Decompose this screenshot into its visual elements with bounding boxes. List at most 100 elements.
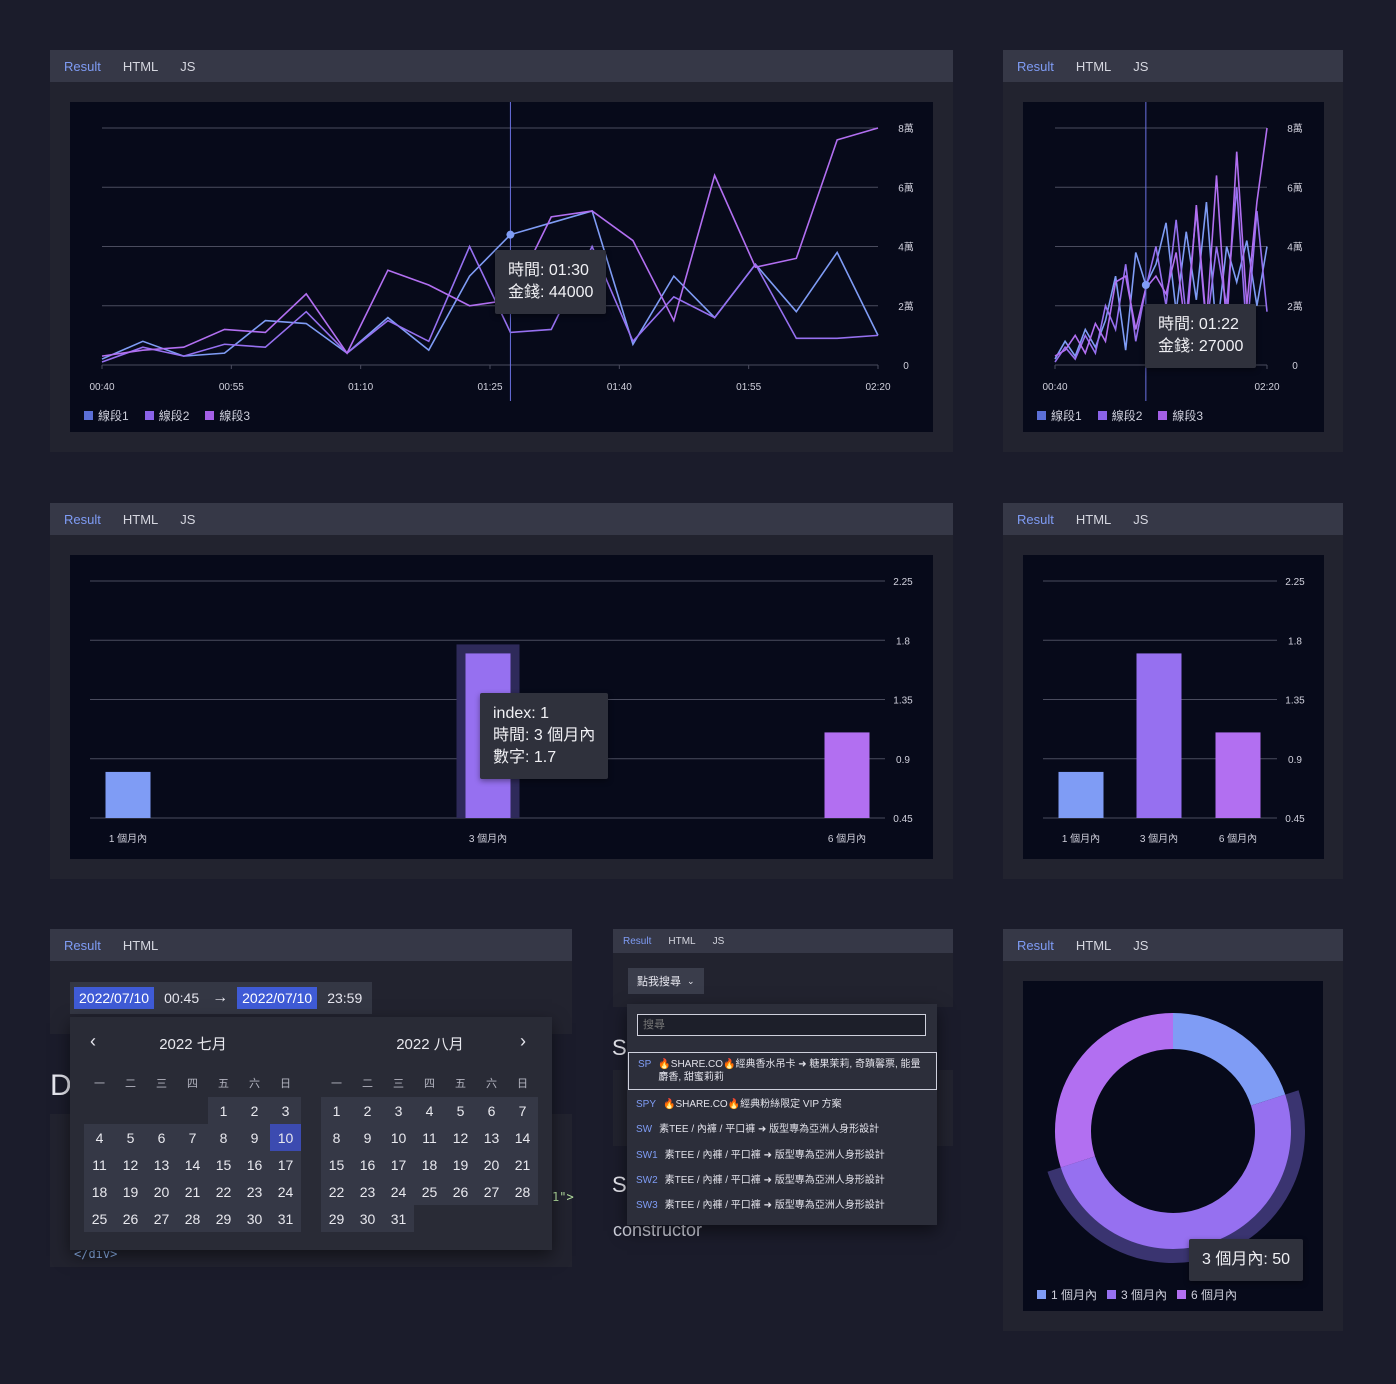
dropdown-option[interactable]: SW3 素TEE / 內褲 / 平口褲 ➜ 版型專為亞洲人身形設計 xyxy=(627,1199,937,1212)
calendar-day[interactable]: 11 xyxy=(414,1124,445,1151)
tab-result[interactable]: Result xyxy=(64,937,101,953)
calendar-day[interactable]: 26 xyxy=(115,1205,146,1232)
tab-js[interactable]: JS xyxy=(1133,511,1149,527)
calendar-day[interactable]: 18 xyxy=(414,1151,445,1178)
calendar-day[interactable]: 22 xyxy=(321,1178,352,1205)
tab-html[interactable]: HTML xyxy=(1075,937,1112,953)
calendar-day[interactable]: 5 xyxy=(115,1124,146,1151)
tab-js[interactable]: JS xyxy=(180,511,196,527)
legend-series-3[interactable]: 線段3 xyxy=(1158,407,1203,424)
tab-js[interactable]: JS xyxy=(712,935,725,947)
calendar-day[interactable]: 8 xyxy=(208,1124,239,1151)
tab-result[interactable]: Result xyxy=(1017,58,1054,74)
search-dropdown-button[interactable]: 點我搜尋 ⌄ xyxy=(628,968,704,994)
calendar-day[interactable]: 3 xyxy=(383,1097,414,1124)
line-chart-large[interactable]: 0 2萬 4萬 6萬 8萬 00:40 00:55 01:10 01:25 01:40 01:55 0… xyxy=(70,102,933,432)
calendar-day[interactable]: 5 xyxy=(445,1097,476,1124)
bar-chart-small[interactable]: 0.45 0.9 1.35 1.8 2.25 1 個月內 3 個月內 6 個月內 xyxy=(1023,555,1324,859)
calendar-day[interactable]: 29 xyxy=(208,1205,239,1232)
dropdown-option[interactable]: SP 🔥SHARE.CO🔥經典香水吊卡 ➜ 糖果茉莉, 奇蹟馨票, 能量麝香, 甜… xyxy=(628,1052,937,1090)
calendar-day[interactable]: 15 xyxy=(208,1151,239,1178)
date-range-input[interactable]: 2022/07/10 00:45 → 2022/07/10 23:59 xyxy=(70,982,373,1014)
calendar-day[interactable]: 23 xyxy=(239,1178,270,1205)
calendar-day[interactable]: 20 xyxy=(476,1151,507,1178)
legend-item[interactable]: 6 個月內 xyxy=(1177,1286,1237,1303)
tab-html[interactable]: HTML xyxy=(122,58,159,74)
calendar-day[interactable]: 9 xyxy=(239,1124,270,1151)
tab-html[interactable]: HTML xyxy=(1075,511,1112,527)
selected-day[interactable]: 10 xyxy=(270,1124,301,1151)
calendar-day[interactable]: 10 xyxy=(383,1124,414,1151)
calendar-day[interactable]: 1 xyxy=(321,1097,352,1124)
calendar-day[interactable]: 31 xyxy=(270,1205,301,1232)
calendar-day[interactable]: 31 xyxy=(383,1205,414,1232)
next-month-icon[interactable]: › xyxy=(520,1031,526,1051)
dropdown-option[interactable]: SW1 素TEE / 內褲 / 平口褲 ➜ 版型專為亞洲人身形設計 xyxy=(627,1149,937,1162)
legend-item[interactable]: 1 個月內 xyxy=(1037,1286,1097,1303)
calendar-day[interactable]: 26 xyxy=(445,1178,476,1205)
calendar-day[interactable]: 14 xyxy=(507,1124,538,1151)
calendar-day[interactable]: 12 xyxy=(115,1151,146,1178)
calendar-day[interactable]: 19 xyxy=(115,1178,146,1205)
tab-result[interactable]: Result xyxy=(1017,511,1054,527)
tab-html[interactable]: HTML xyxy=(122,511,159,527)
line-chart-small[interactable]: 0 2萬 4萬 6萬 8萬 00:40 02:20 xyxy=(1023,102,1324,432)
calendar-day[interactable]: 16 xyxy=(352,1151,383,1178)
dropdown-option[interactable]: SPY 🔥SHARE.CO🔥經典粉絲限定 VIP 方案 xyxy=(627,1098,937,1111)
calendar-day[interactable]: 1 xyxy=(208,1097,239,1124)
calendar-day[interactable]: 30 xyxy=(239,1205,270,1232)
calendar-day[interactable]: 27 xyxy=(146,1205,177,1232)
calendar-day[interactable]: 23 xyxy=(352,1178,383,1205)
calendar-day[interactable]: 27 xyxy=(476,1178,507,1205)
legend-series-1[interactable]: 線段1 xyxy=(84,407,129,424)
calendar-day[interactable]: 4 xyxy=(84,1124,115,1151)
bar-chart-large[interactable]: 0.45 0.9 1.35 1.8 2.25 1 個月內 3 個月內 6 個月內 xyxy=(70,555,933,859)
calendar-day[interactable]: 25 xyxy=(84,1205,115,1232)
legend-item[interactable]: 3 個月內 xyxy=(1107,1286,1167,1303)
calendar-day[interactable]: 12 xyxy=(445,1124,476,1151)
calendar-day[interactable]: 30 xyxy=(352,1205,383,1232)
calendar-day[interactable]: 3 xyxy=(270,1097,301,1124)
calendar-day[interactable]: 21 xyxy=(507,1151,538,1178)
start-time[interactable]: 00:45 xyxy=(164,990,200,1006)
calendar-day[interactable]: 6 xyxy=(476,1097,507,1124)
tab-result[interactable]: Result xyxy=(623,935,652,947)
calendar-day[interactable]: 13 xyxy=(146,1151,177,1178)
tab-result[interactable]: Result xyxy=(64,58,101,74)
calendar-day[interactable]: 24 xyxy=(383,1178,414,1205)
calendar-day[interactable]: 19 xyxy=(445,1151,476,1178)
calendar-day[interactable]: 2 xyxy=(239,1097,270,1124)
dropdown-option[interactable]: SW2 素TEE / 內褲 / 平口褲 ➜ 版型專為亞洲人身形設計 xyxy=(627,1174,937,1187)
calendar-day[interactable]: 22 xyxy=(208,1178,239,1205)
tab-html[interactable]: HTML xyxy=(122,937,159,953)
calendar-day[interactable]: 11 xyxy=(84,1151,115,1178)
legend-series-3[interactable]: 線段3 xyxy=(205,407,250,424)
legend-series-1[interactable]: 線段1 xyxy=(1037,407,1082,424)
start-date[interactable]: 2022/07/10 xyxy=(74,987,155,1009)
calendar-day[interactable]: 4 xyxy=(414,1097,445,1124)
calendar-day[interactable]: 15 xyxy=(321,1151,352,1178)
calendar-day[interactable]: 17 xyxy=(383,1151,414,1178)
calendar-day[interactable]: 8 xyxy=(321,1124,352,1151)
calendar-day[interactable]: 18 xyxy=(84,1178,115,1205)
calendar-day[interactable]: 9 xyxy=(352,1124,383,1151)
tab-html[interactable]: HTML xyxy=(668,935,696,947)
calendar-day[interactable]: 28 xyxy=(177,1205,208,1232)
search-input[interactable] xyxy=(637,1014,926,1036)
calendar-day[interactable]: 25 xyxy=(414,1178,445,1205)
tab-html[interactable]: HTML xyxy=(1075,58,1112,74)
calendar-day[interactable]: 13 xyxy=(476,1124,507,1151)
calendar-day[interactable]: 29 xyxy=(321,1205,352,1232)
end-date[interactable]: 2022/07/10 xyxy=(237,987,318,1009)
calendar-day[interactable]: 14 xyxy=(177,1151,208,1178)
tab-js[interactable]: JS xyxy=(1133,58,1149,74)
calendar-day[interactable]: 16 xyxy=(239,1151,270,1178)
calendar-day[interactable]: 6 xyxy=(146,1124,177,1151)
tab-result[interactable]: Result xyxy=(64,511,101,527)
end-time[interactable]: 23:59 xyxy=(327,990,363,1006)
calendar-day[interactable]: 21 xyxy=(177,1178,208,1205)
calendar-day[interactable]: 28 xyxy=(507,1178,538,1205)
calendar-day[interactable]: 24 xyxy=(270,1178,301,1205)
legend-series-2[interactable]: 線段2 xyxy=(1097,407,1142,424)
calendar-day[interactable]: 7 xyxy=(177,1124,208,1151)
